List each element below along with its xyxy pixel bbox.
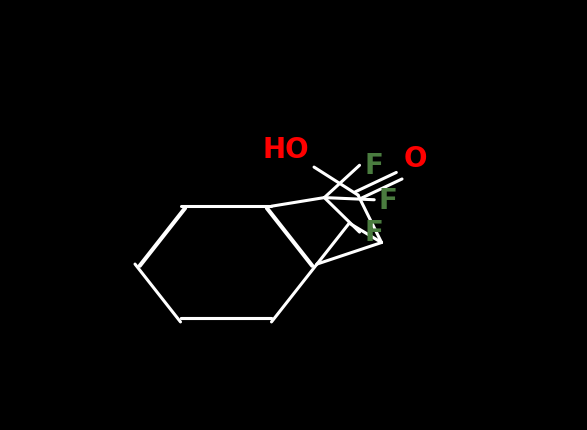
Text: HO: HO — [263, 135, 309, 163]
Text: O: O — [404, 145, 427, 173]
Text: F: F — [364, 152, 383, 180]
Text: F: F — [364, 218, 383, 246]
Text: F: F — [379, 186, 398, 214]
